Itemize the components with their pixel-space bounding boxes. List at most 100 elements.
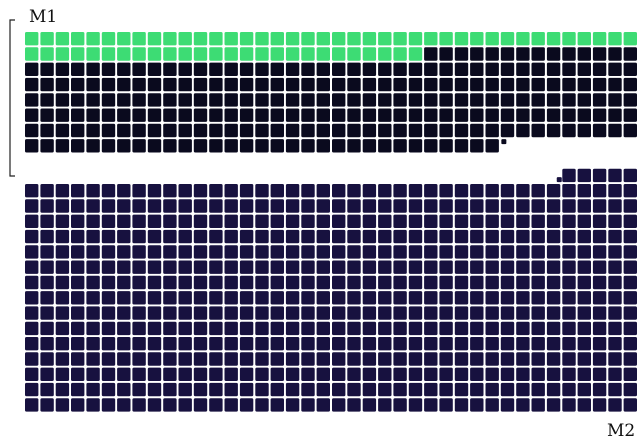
- block2-cell: [193, 184, 208, 198]
- block2-cell: [378, 398, 392, 412]
- block2-cell: [378, 306, 392, 320]
- block1-cell: [285, 93, 300, 107]
- block1-cell: [301, 93, 315, 107]
- block2-cell: [577, 275, 591, 290]
- block2-cell: [332, 260, 346, 274]
- block1-cell: [623, 77, 637, 92]
- highlighted-cell: [40, 32, 54, 46]
- block2-cell: [562, 367, 576, 381]
- block1-cell: [531, 77, 545, 92]
- block2-cell: [546, 367, 561, 381]
- block2-cell: [193, 367, 208, 381]
- block2-cell: [608, 291, 622, 305]
- block2-cell: [132, 306, 146, 320]
- block2-cell: [101, 321, 116, 336]
- block2-cell: [285, 229, 300, 244]
- block2-cell: [71, 199, 85, 213]
- block2-cell: [393, 337, 407, 351]
- block2-cell: [608, 260, 622, 274]
- block2-cell: [40, 199, 54, 213]
- block2-cell: [562, 168, 576, 183]
- block2-cell: [86, 229, 100, 244]
- block2-cell: [516, 184, 530, 198]
- block2-cell: [608, 398, 622, 412]
- block2-cell: [623, 275, 637, 290]
- block2-cell: [101, 214, 116, 228]
- block2-cell: [209, 398, 223, 412]
- block1-cell: [577, 123, 591, 138]
- block2-cell: [55, 382, 70, 397]
- block2-cell: [147, 398, 162, 412]
- block1-cell: [562, 62, 576, 76]
- block2-cell: [470, 199, 484, 213]
- block2-cell: [592, 245, 607, 259]
- block2-cell: [623, 229, 637, 244]
- highlighted-cell: [347, 32, 361, 46]
- block2-cell: [332, 352, 346, 366]
- block1-cell: [332, 139, 346, 153]
- block1-cell: [623, 123, 637, 138]
- block2-cell: [485, 229, 499, 244]
- block1-cell: [132, 139, 146, 153]
- block2-cell: [531, 398, 545, 412]
- block2-cell: [470, 275, 484, 290]
- block2-cell: [285, 352, 300, 366]
- block2-cell: [285, 214, 300, 228]
- block1-cell: [592, 108, 607, 122]
- block1-cell: [378, 77, 392, 92]
- block2-cell: [301, 398, 315, 412]
- block1-cell: [193, 123, 208, 138]
- block1-cell: [71, 77, 85, 92]
- block2-cell: [193, 306, 208, 320]
- block2-cell: [270, 245, 284, 259]
- block2-cell: [209, 291, 223, 305]
- block2-cell: [378, 352, 392, 366]
- block1-cell: [117, 108, 131, 122]
- block2-cell: [439, 352, 453, 366]
- highlighted-cell: [147, 32, 162, 46]
- block2-cell: [255, 337, 269, 351]
- block2-cell: [147, 291, 162, 305]
- highlighted-cell: [470, 32, 484, 46]
- block2-cell: [562, 306, 576, 320]
- block1-cell: [239, 93, 254, 107]
- block1-cell: [270, 139, 284, 153]
- block1-cell: [101, 77, 116, 92]
- block2-cell: [485, 382, 499, 397]
- block1-cell: [224, 139, 238, 153]
- block2-cell: [55, 321, 70, 336]
- highlighted-cell: [147, 47, 162, 61]
- block2-cell: [193, 398, 208, 412]
- highlighted-cell: [316, 32, 330, 46]
- block2-cell: [577, 291, 591, 305]
- block1-cell: [424, 108, 438, 122]
- block2-cell: [378, 199, 392, 213]
- block2-cell: [270, 398, 284, 412]
- block2-cell: [147, 245, 162, 259]
- block2-cell: [362, 199, 377, 213]
- block2-cell: [224, 306, 238, 320]
- block2-cell: [132, 260, 146, 274]
- block1-cell: [163, 108, 177, 122]
- block1-cell: [285, 108, 300, 122]
- block1-cell: [209, 77, 223, 92]
- block2-cell: [55, 398, 70, 412]
- block1-cell: [71, 62, 85, 76]
- block1-cell: [623, 47, 637, 61]
- block1-cell: [132, 93, 146, 107]
- block1-cell: [516, 123, 530, 138]
- block2-cell: [25, 352, 39, 366]
- block2-cell: [500, 245, 515, 259]
- block1-cell: [132, 108, 146, 122]
- block1-cell: [408, 62, 423, 76]
- block2-cell: [608, 275, 622, 290]
- block2-cell: [40, 245, 54, 259]
- block2-cell: [485, 260, 499, 274]
- block2-cell: [163, 367, 177, 381]
- block1-cell: [562, 93, 576, 107]
- block2-cell: [531, 321, 545, 336]
- block1-cell: [55, 139, 70, 153]
- block2-cell: [147, 367, 162, 381]
- block2-cell: [485, 245, 499, 259]
